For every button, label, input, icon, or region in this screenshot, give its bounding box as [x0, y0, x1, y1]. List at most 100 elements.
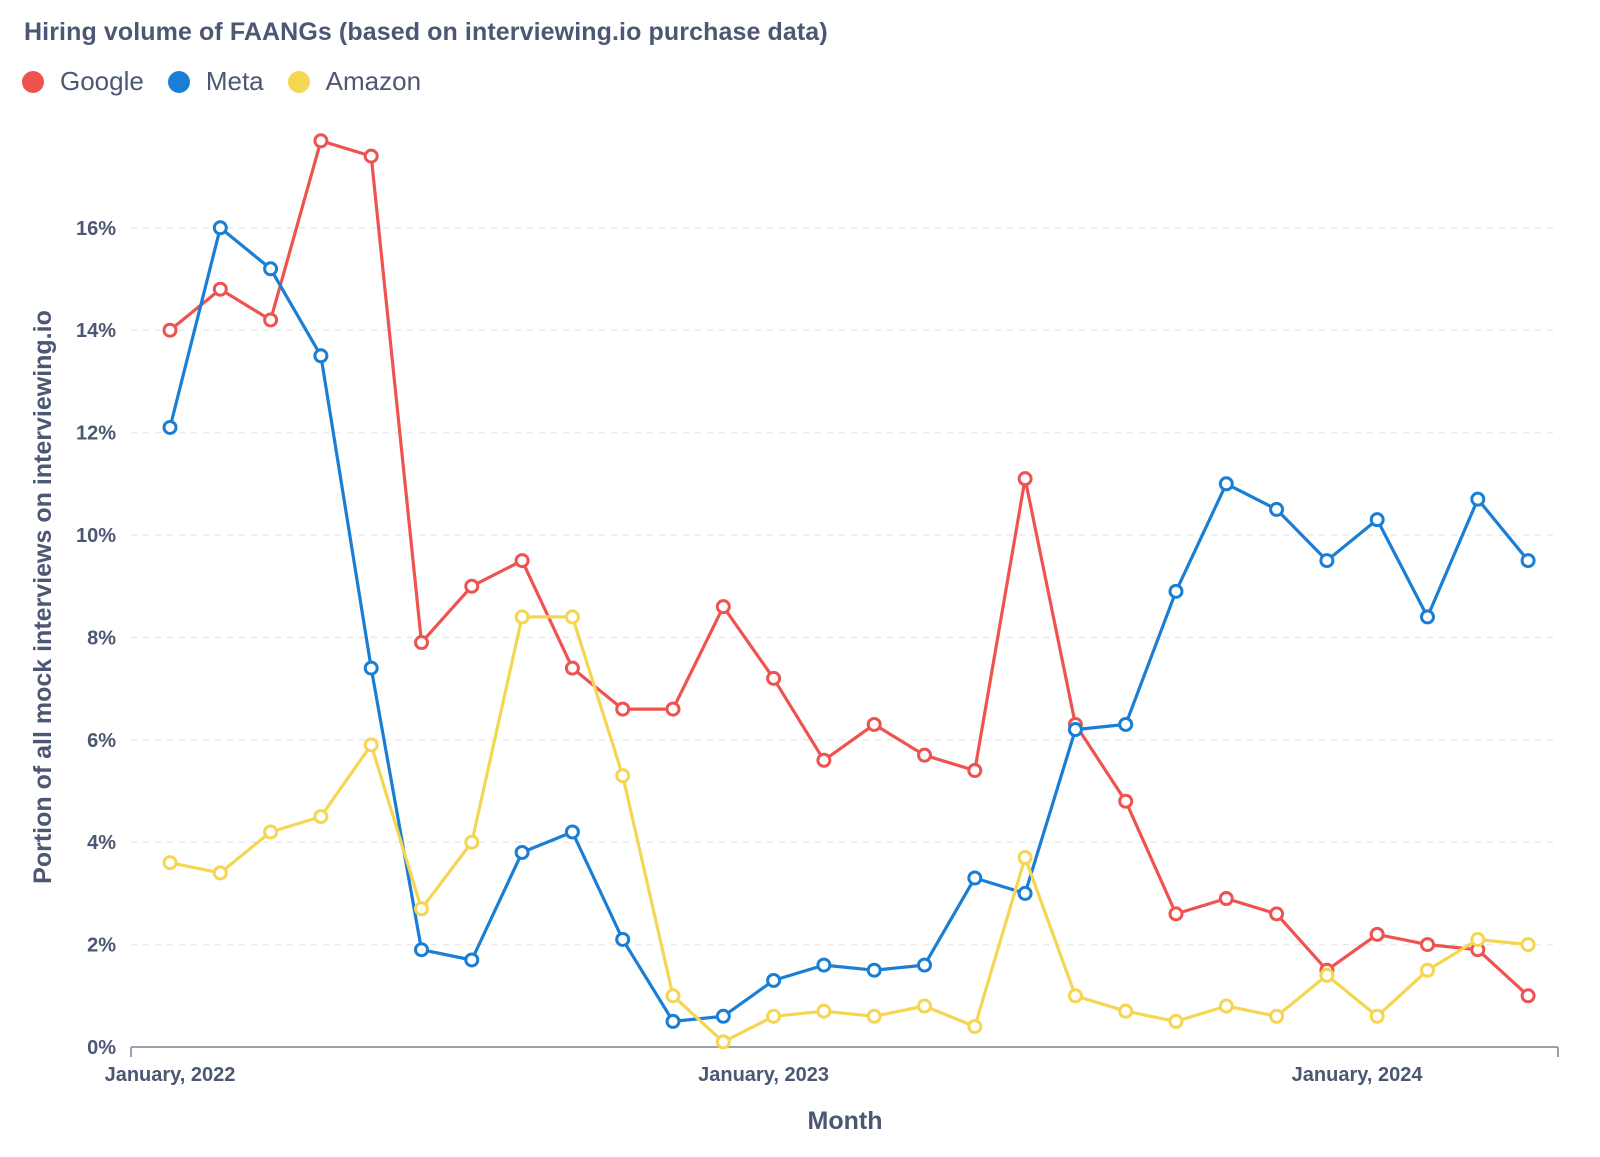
data-point-meta-2023-02	[816, 957, 832, 973]
data-point-google-2023-10	[1218, 891, 1234, 907]
data-point-meta-2022-01	[162, 419, 178, 435]
data-point-amazon-2023-08	[1118, 1003, 1134, 1019]
data-point-google-2023-11	[1269, 906, 1285, 922]
data-point-google-2022-07	[464, 578, 480, 594]
data-point-meta-2023-01	[766, 972, 782, 988]
y-tick-label-8: 8%	[87, 627, 116, 649]
data-point-google-2022-06	[414, 635, 429, 651]
data-point-google-2024-01	[1369, 926, 1385, 942]
data-point-amazon-2023-06	[1017, 850, 1033, 866]
data-point-amazon-2024-03	[1470, 931, 1486, 947]
data-point-amazon-2023-12	[1319, 967, 1335, 983]
x-tick-label-january-2024: January, 2024	[1292, 1064, 1424, 1086]
data-point-google-2023-05	[967, 763, 983, 779]
data-point-meta-2024-02	[1420, 609, 1435, 625]
data-point-amazon-2022-07	[464, 834, 480, 850]
data-point-google-2022-09	[564, 660, 580, 676]
data-point-meta-2024-03	[1470, 491, 1486, 507]
data-point-meta-2023-12	[1319, 553, 1335, 569]
data-point-amazon-2022-05	[363, 737, 379, 753]
data-point-meta-2024-04	[1520, 553, 1536, 569]
data-point-meta-2022-12	[715, 1008, 731, 1024]
y-tick-label-16: 16%	[76, 218, 116, 240]
y-tick-label-6: 6%	[87, 730, 116, 752]
data-point-google-2023-08	[1118, 793, 1134, 809]
y-tick-label-14: 14%	[76, 320, 116, 342]
x-tick-label-january-2023: January, 2023	[698, 1064, 829, 1086]
x-tick-label-january-2022: January, 2022	[105, 1064, 236, 1086]
data-point-google-2023-01	[766, 670, 782, 686]
data-point-meta-2022-10	[615, 931, 631, 947]
data-point-amazon-2022-02	[212, 865, 228, 881]
data-point-meta-2022-04	[313, 348, 329, 364]
series-amazon	[162, 609, 1536, 1050]
data-point-meta-2023-09	[1168, 583, 1184, 599]
data-point-amazon-2023-03	[866, 1008, 882, 1024]
x-axis-title: Month	[808, 1107, 883, 1135]
series-line-google	[168, 139, 1530, 998]
data-point-google-2022-01	[162, 322, 178, 338]
data-point-google-2022-04	[313, 133, 329, 149]
legend-dot-google	[22, 70, 44, 93]
data-point-amazon-2022-06	[414, 901, 429, 917]
y-tick-label-4: 4%	[87, 832, 116, 854]
data-point-amazon-2023-01	[766, 1008, 782, 1024]
series-group	[162, 133, 1536, 1050]
legend: Google Meta Amazon	[22, 66, 445, 97]
data-point-amazon-2022-08	[514, 609, 530, 625]
legend-label-meta: Meta	[205, 66, 264, 96]
data-point-google-2023-03	[866, 716, 882, 732]
data-point-meta-2023-06	[1017, 885, 1033, 901]
data-point-meta-2023-11	[1269, 501, 1285, 517]
gridlines	[131, 227, 1558, 946]
data-point-google-2023-09	[1168, 906, 1184, 922]
data-point-meta-2022-09	[564, 824, 580, 840]
data-point-google-2023-06	[1017, 471, 1033, 487]
data-point-amazon-2023-02	[816, 1003, 832, 1019]
legend-item-google[interactable]: Google	[22, 66, 144, 97]
data-point-meta-2023-10	[1218, 476, 1234, 492]
data-point-google-2023-02	[816, 752, 832, 768]
data-point-meta-2022-03	[263, 261, 279, 277]
series-line-meta	[168, 226, 1530, 1024]
data-point-meta-2023-07	[1067, 722, 1083, 738]
data-point-google-2024-02	[1420, 937, 1435, 953]
axis-labels: 0% 2% 4% 6% 8% 10% 12% 14% 16% January, 2022 Janua…	[29, 218, 1423, 1135]
data-point-meta-2022-11	[665, 1013, 681, 1029]
data-point-amazon-2022-09	[564, 609, 580, 625]
legend-item-meta[interactable]: Meta	[167, 66, 264, 97]
series-meta	[162, 220, 1536, 1029]
data-point-meta-2023-05	[967, 870, 983, 886]
data-point-meta-2023-04	[917, 957, 932, 973]
data-point-amazon-2022-01	[162, 855, 178, 871]
data-point-amazon-2023-09	[1168, 1013, 1184, 1029]
data-point-amazon-2022-03	[263, 824, 279, 840]
data-point-amazon-2022-12	[715, 1034, 731, 1050]
data-point-meta-2022-02	[212, 220, 228, 236]
data-point-google-2022-10	[615, 701, 631, 717]
y-tick-label-2: 2%	[87, 935, 116, 957]
data-point-meta-2022-05	[363, 660, 379, 676]
data-point-meta-2022-06	[414, 942, 429, 958]
data-point-amazon-2022-11	[665, 988, 681, 1004]
y-tick-label-10: 10%	[76, 525, 116, 547]
legend-dot-meta	[167, 70, 190, 93]
data-point-google-2022-12	[715, 599, 731, 615]
chart-title: Hiring volume of FAANGs (based on interv…	[24, 18, 828, 46]
data-point-amazon-2022-04	[313, 809, 329, 825]
legend-label-amazon: Amazon	[325, 66, 422, 96]
data-point-amazon-2024-04	[1520, 937, 1536, 953]
data-point-amazon-2024-01	[1369, 1008, 1385, 1024]
y-tick-label-0: 0%	[87, 1037, 116, 1059]
data-point-meta-2022-08	[514, 844, 530, 860]
legend-dot-amazon	[287, 70, 310, 93]
legend-item-amazon[interactable]: Amazon	[287, 66, 422, 97]
data-point-google-2022-05	[363, 148, 379, 164]
data-point-google-2022-03	[263, 312, 279, 328]
legend-label-google: Google	[60, 66, 144, 96]
data-point-amazon-2024-02	[1420, 962, 1435, 978]
data-point-amazon-2023-04	[917, 998, 932, 1014]
data-point-google-2023-04	[917, 747, 932, 763]
data-point-amazon-2023-11	[1269, 1008, 1285, 1024]
